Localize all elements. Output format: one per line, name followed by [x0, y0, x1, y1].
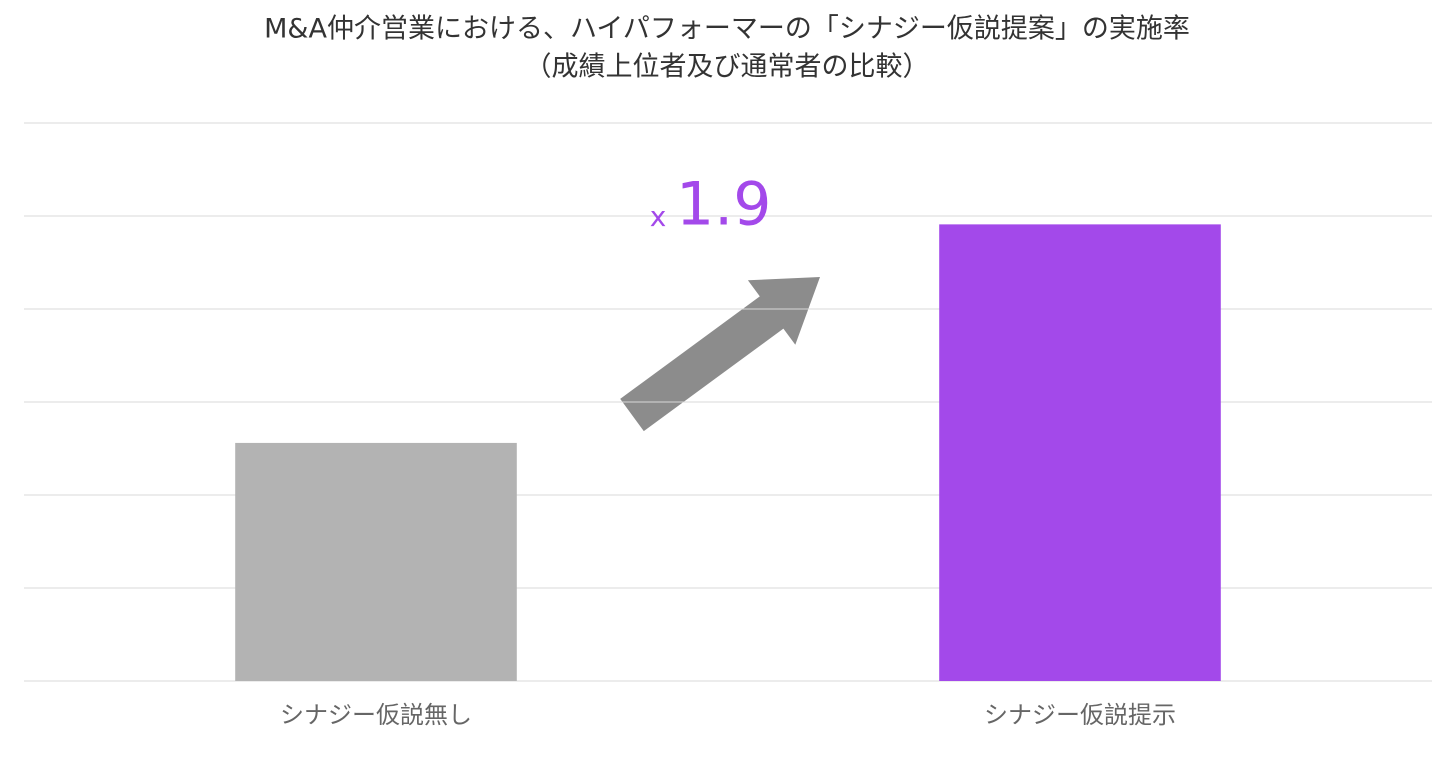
- x-tick-label: シナジー仮説提示: [984, 701, 1176, 729]
- annotation-text: 1.9: [676, 170, 771, 240]
- annotation-prefix: x: [650, 200, 667, 233]
- x-tick-label: シナジー仮説無し: [280, 701, 472, 729]
- chart-title: M&A仲介営業における、ハイパフォーマーの「シナジー仮説提案」の実施率: [264, 14, 1190, 45]
- arrow: [620, 277, 820, 432]
- chart-subtitle: （成績上位者及び通常者の比較）: [525, 52, 930, 83]
- bar: [939, 224, 1221, 681]
- bar: [235, 442, 517, 681]
